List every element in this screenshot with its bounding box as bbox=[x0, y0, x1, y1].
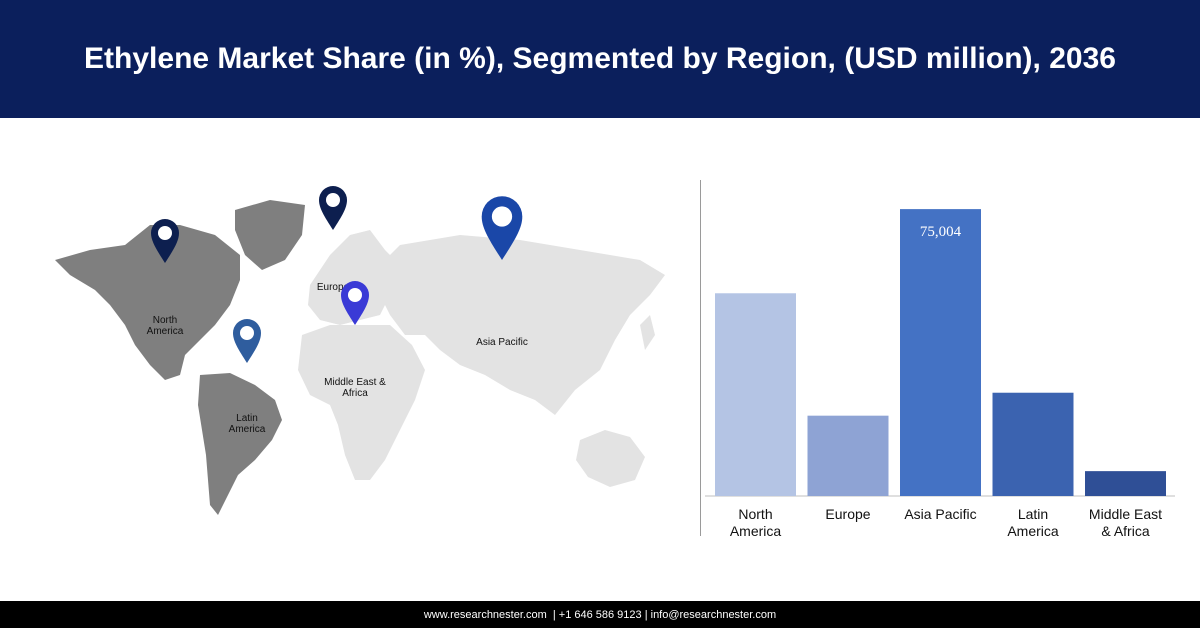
location-pin-icon bbox=[481, 196, 523, 260]
map-pin-label: Africa bbox=[342, 388, 368, 399]
map-south-america bbox=[198, 373, 282, 515]
map-pin-label: Latin bbox=[236, 413, 258, 424]
x-tick-label: North bbox=[738, 506, 772, 522]
map-pin-label: America bbox=[147, 326, 184, 337]
map-pin: Middle East &Africa bbox=[324, 281, 386, 399]
map-greenland bbox=[235, 200, 305, 270]
bar-value-label: 75,004 bbox=[920, 224, 962, 240]
location-pin-icon bbox=[151, 219, 179, 263]
map-pin: Europe bbox=[317, 186, 350, 293]
location-pin-icon bbox=[341, 281, 369, 325]
map-pin-label: America bbox=[229, 424, 266, 435]
x-tick-label: & Africa bbox=[1101, 523, 1149, 539]
chart-divider bbox=[700, 180, 701, 536]
bar bbox=[1085, 471, 1166, 496]
map-dark-regions bbox=[55, 200, 305, 515]
footer-bar: www.researchnester.com | +1 646 586 9123… bbox=[0, 601, 1200, 628]
map-pin-label: Asia Pacific bbox=[476, 337, 528, 348]
map-pin-label: Europe bbox=[317, 282, 350, 293]
x-tick-label: Asia Pacific bbox=[904, 506, 976, 522]
location-pin-icon bbox=[233, 319, 261, 363]
map-pin-label: Middle East & bbox=[324, 377, 386, 388]
bar bbox=[807, 415, 889, 496]
bar bbox=[715, 293, 796, 496]
map-asia bbox=[370, 235, 665, 415]
bar bbox=[900, 209, 981, 497]
header-banner: Ethylene Market Share (in %), Segmented … bbox=[0, 0, 1200, 118]
x-tick-label: Middle East bbox=[1089, 506, 1162, 522]
map-australia bbox=[576, 430, 645, 487]
x-tick-label: Latin bbox=[1018, 506, 1048, 522]
map-africa bbox=[298, 325, 425, 480]
map-pin-label: North bbox=[153, 315, 177, 326]
x-tick-label: America bbox=[730, 523, 782, 539]
map-north-america bbox=[55, 225, 240, 380]
footer-contact-text: www.researchnester.com | +1 646 586 9123… bbox=[423, 608, 777, 621]
map-europe bbox=[308, 230, 400, 325]
map-japan bbox=[640, 315, 655, 350]
bar bbox=[992, 392, 1074, 496]
map-light-regions bbox=[298, 230, 665, 487]
x-tick-label: Europe bbox=[825, 506, 870, 522]
x-tick-label: America bbox=[1007, 523, 1059, 539]
location-pin-icon bbox=[319, 186, 347, 230]
page-title: Ethylene Market Share (in %), Segmented … bbox=[84, 42, 1116, 75]
map-pin: Asia Pacific bbox=[476, 196, 528, 348]
